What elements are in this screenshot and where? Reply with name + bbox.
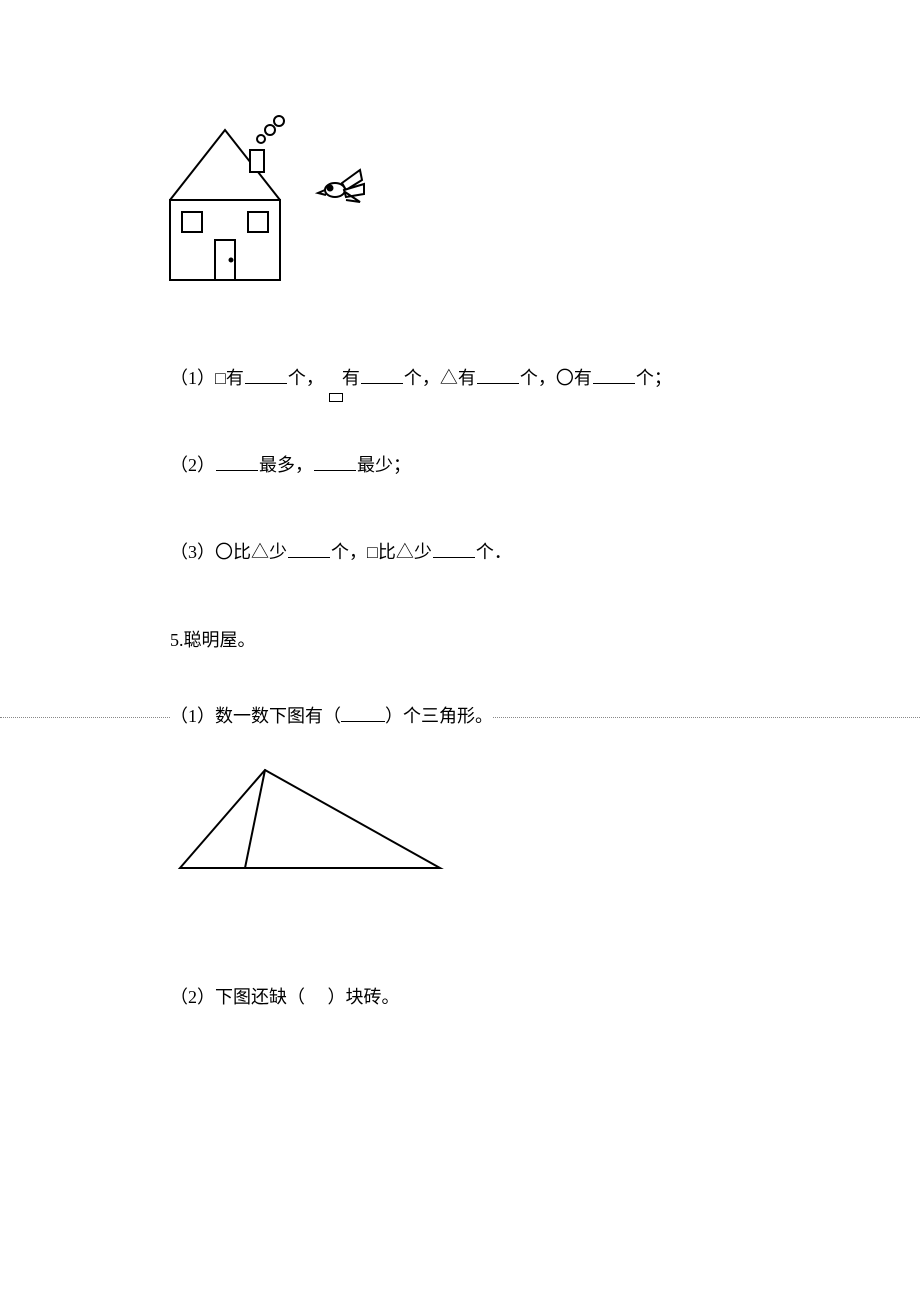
q51-pre: （1）数一数下图有（ — [170, 706, 341, 726]
q2-most: 最多， — [259, 455, 313, 475]
blank[interactable] — [341, 704, 385, 722]
q1-tri: △有 — [440, 368, 476, 388]
blank[interactable] — [477, 366, 519, 384]
house-svg — [160, 110, 390, 300]
triangle-figure — [170, 758, 750, 883]
question-5-2: （2）下图还缺（ ）块砖。 — [170, 983, 750, 1009]
q52-pre: （2）下图还缺（ — [170, 987, 305, 1007]
q2-least: 最少； — [357, 455, 411, 475]
triangle-svg — [170, 758, 450, 878]
blank[interactable] — [245, 366, 287, 384]
q52-post: ）块砖。 — [328, 987, 400, 1007]
blank[interactable] — [314, 453, 356, 471]
q1-circ: 〇有 — [556, 368, 592, 388]
q3-mid: 个，□比△少 — [331, 542, 432, 562]
worksheet-page: （1）□有个， 有个，△有个，〇有个； （2）最多，最少； （3）〇比△少个，□… — [0, 0, 920, 1009]
blank[interactable] — [216, 453, 258, 471]
blank[interactable] — [433, 540, 475, 558]
q1-has: 有 — [342, 368, 360, 388]
house-figure — [160, 110, 750, 305]
blank[interactable] — [593, 366, 635, 384]
q1-text-1: （1）□有 — [170, 368, 244, 388]
rectangle-icon — [329, 393, 343, 402]
q51-text: （1）数一数下图有（ ）个三角形。 — [170, 704, 493, 728]
question-5-1-row: （1）数一数下图有（ ）个三角形。 — [170, 702, 750, 728]
question-2: （2） 最多， 最少； — [170, 452, 750, 479]
blank[interactable] — [361, 366, 403, 384]
question-1: （1）□有个， 有个，△有个，〇有个； — [170, 365, 750, 392]
q3-prefix: （3）〇比△少 — [170, 542, 287, 562]
q1-unit-1: 个， — [288, 368, 324, 388]
q1-unit-3: 个， — [520, 368, 556, 388]
blank[interactable] — [288, 540, 330, 558]
question-3: （3）〇比△少 个，□比△少 个． — [170, 539, 750, 566]
q51-post: ）个三角形。 — [385, 706, 493, 726]
q2-prefix: （2） — [170, 455, 215, 475]
q1-unit-2: 个， — [404, 368, 440, 388]
section-5-heading: 5.聪明屋。 — [170, 626, 750, 652]
q3-end: 个． — [476, 542, 512, 562]
q1-end: 个； — [636, 368, 672, 388]
